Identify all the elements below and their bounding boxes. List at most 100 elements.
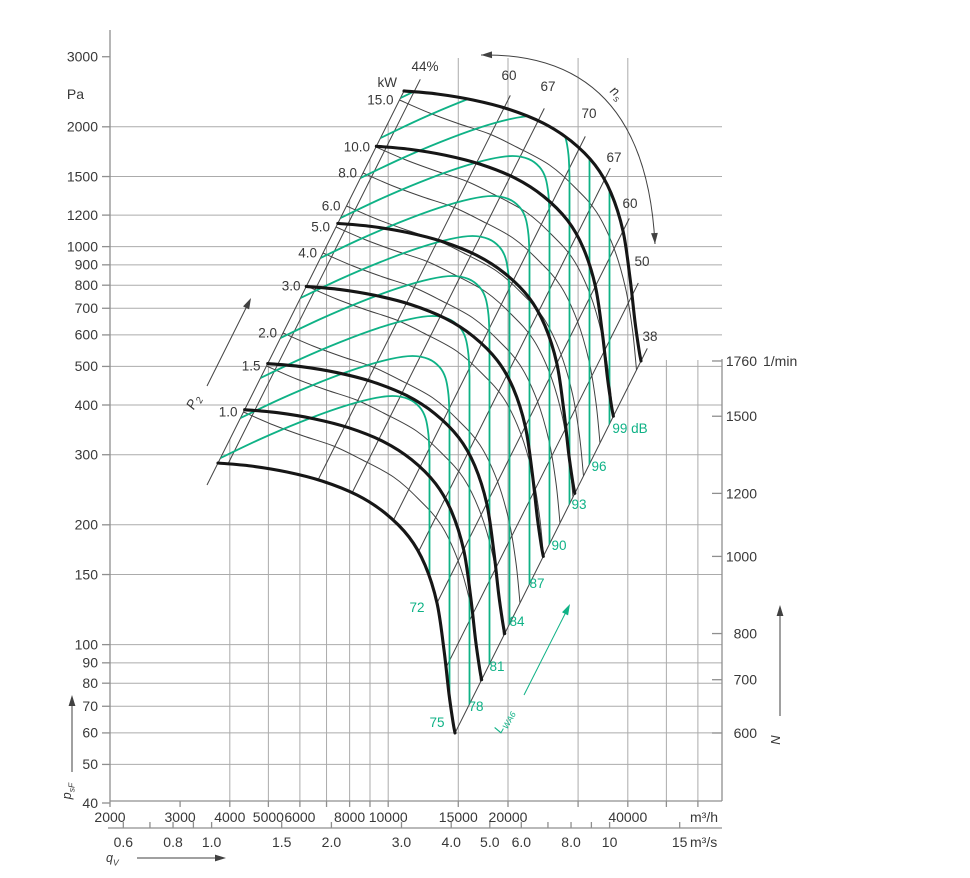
rpm-tick-label: 1500 <box>726 408 757 424</box>
p2-arrow <box>206 301 250 387</box>
efficiency-label-67: 67 <box>606 150 621 165</box>
pa-tick-label: 60 <box>82 725 98 741</box>
arrowhead <box>243 298 251 310</box>
noise-curve-90 <box>340 155 551 648</box>
power-label-5: 5.0 <box>311 220 330 235</box>
m3s-tick-label: 5.0 <box>480 834 500 850</box>
noise-label-84: 84 <box>509 614 525 629</box>
lwa-arrow <box>523 607 569 696</box>
m3s-tick-label: 10 <box>602 834 618 850</box>
pa-unit-label: Pa <box>67 86 84 102</box>
pa-tick-label: 300 <box>75 447 99 463</box>
power-curves <box>243 99 637 683</box>
gridlines <box>110 58 722 801</box>
efficiency-label-67: 67 <box>540 79 555 94</box>
m3s-tick-label: 2.0 <box>322 834 342 850</box>
m3s-tick-label: 6.0 <box>512 834 532 850</box>
annotations: P2 ns LWA6 psF qV N <box>60 51 784 868</box>
power-curve-5 <box>335 226 574 498</box>
noise-label-93: 93 <box>571 497 586 512</box>
pa-tick-label: 70 <box>82 698 98 714</box>
pa-tick-label: 50 <box>82 756 98 772</box>
m3s-tick-label: 0.8 <box>163 834 183 850</box>
noise-label-75: 75 <box>429 715 444 730</box>
pa-tick-label: 100 <box>75 636 99 652</box>
arrowhead <box>481 51 493 59</box>
pa-tick-label: 400 <box>75 397 99 413</box>
power-curve-1 <box>243 411 481 683</box>
power-label-1: 1.0 <box>219 405 238 420</box>
efficiency-label-38: 38 <box>642 329 657 344</box>
m3s-tick-label: 3.0 <box>392 834 412 850</box>
ns-axis-label: ns <box>605 83 626 105</box>
power-curve-10 <box>375 146 614 418</box>
efficiency-label-60: 60 <box>501 68 516 83</box>
noise-label-96: 96 <box>591 459 606 474</box>
noise-curve-84 <box>300 235 511 728</box>
m3s-tick-label: 4.0 <box>441 834 461 850</box>
power-label-15: 15.0 <box>367 93 393 108</box>
m3h-tick-label: 5000 <box>253 809 284 825</box>
p2-axis-label: P2 <box>183 392 206 414</box>
noise-label-78: 78 <box>468 699 483 714</box>
efficiency-label-44%: 44% <box>411 59 438 74</box>
noise-label-99-dB: 99 dB <box>612 421 647 436</box>
power-label-4: 4.0 <box>298 246 317 261</box>
arrowhead <box>651 232 658 244</box>
arrowhead <box>215 854 226 862</box>
noise-curve-78 <box>260 315 471 734</box>
fan-curves <box>216 89 643 735</box>
m3h-tick-label: 8000 <box>334 809 365 825</box>
m3h-tick-label: 10000 <box>369 809 408 825</box>
arrowhead <box>776 605 784 616</box>
efficiency-line-44% <box>227 79 421 465</box>
axes: 3000 2000 1500 1200 1000 900 800 700 600 500 400 30… <box>67 30 797 850</box>
efficiency-label-50: 50 <box>634 254 649 269</box>
pa-tick-label: 90 <box>82 655 98 671</box>
pa-tick-label: 500 <box>75 358 99 374</box>
pa-tick-label: 800 <box>75 277 99 293</box>
efficiency-line-67 <box>417 167 611 553</box>
m3h-tick-label: 40000 <box>608 809 647 825</box>
efficiency-line-67 <box>351 108 545 494</box>
power-label-8: 8.0 <box>338 166 357 181</box>
noise-label-72: 72 <box>409 600 424 615</box>
kw-header-label: kW <box>378 75 398 90</box>
m3s-tick-label: 0.6 <box>114 834 134 850</box>
m3h-tick-label: 2000 <box>94 809 125 825</box>
m3s-tick-label: 8.0 <box>561 834 581 850</box>
pa-tick-label: 1000 <box>67 238 98 254</box>
efficiency-line-50 <box>445 282 639 668</box>
ns-arrow-arc <box>480 54 656 245</box>
qv-axis-label: qV <box>106 851 120 868</box>
power-label-6: 6.0 <box>322 199 341 214</box>
pa-tick-label: 700 <box>75 300 99 316</box>
rpm-unit-label: 1/min <box>763 353 797 369</box>
m3s-tick-label: 1.5 <box>272 834 292 850</box>
rpm-tick-label: 1000 <box>726 548 757 564</box>
pa-tick-label: 150 <box>75 566 99 582</box>
efficiency-label-60: 60 <box>622 196 637 211</box>
rpm-tick-label: 800 <box>734 626 758 642</box>
power-label-2: 2.0 <box>258 326 277 341</box>
fan-curve-1200rpm <box>336 221 577 495</box>
rpm-tick-label: 1760 <box>726 353 757 369</box>
lwa-axis-label: LWA6 <box>491 706 518 736</box>
noise-label-90: 90 <box>551 538 566 553</box>
fan-curve-600rpm <box>216 461 457 735</box>
rpm-tick-label: 600 <box>734 725 758 741</box>
pa-tick-label: 1500 <box>67 168 98 184</box>
m3h-tick-label: 3000 <box>165 809 196 825</box>
noise-curve-81 <box>280 275 491 734</box>
arrowhead <box>68 695 76 706</box>
psf-axis-label: psF <box>60 782 77 800</box>
noise-labels: 72 75 78 81 84 87 90 93 96 99 dB <box>409 421 647 730</box>
efficiency-label-70: 70 <box>581 106 596 121</box>
power-labels: 1.0 1.5 2.0 3.0 4.0 5.0 6.0 8.0 10.0 15.0 kW <box>219 75 398 420</box>
power-label-3: 3.0 <box>282 279 301 294</box>
pa-tick-label: 3000 <box>67 49 98 65</box>
noise-label-81: 81 <box>489 659 504 674</box>
noise-label-87: 87 <box>529 576 544 591</box>
power-curve-15 <box>399 99 637 371</box>
m3s-unit-label: m³/s <box>690 834 717 850</box>
